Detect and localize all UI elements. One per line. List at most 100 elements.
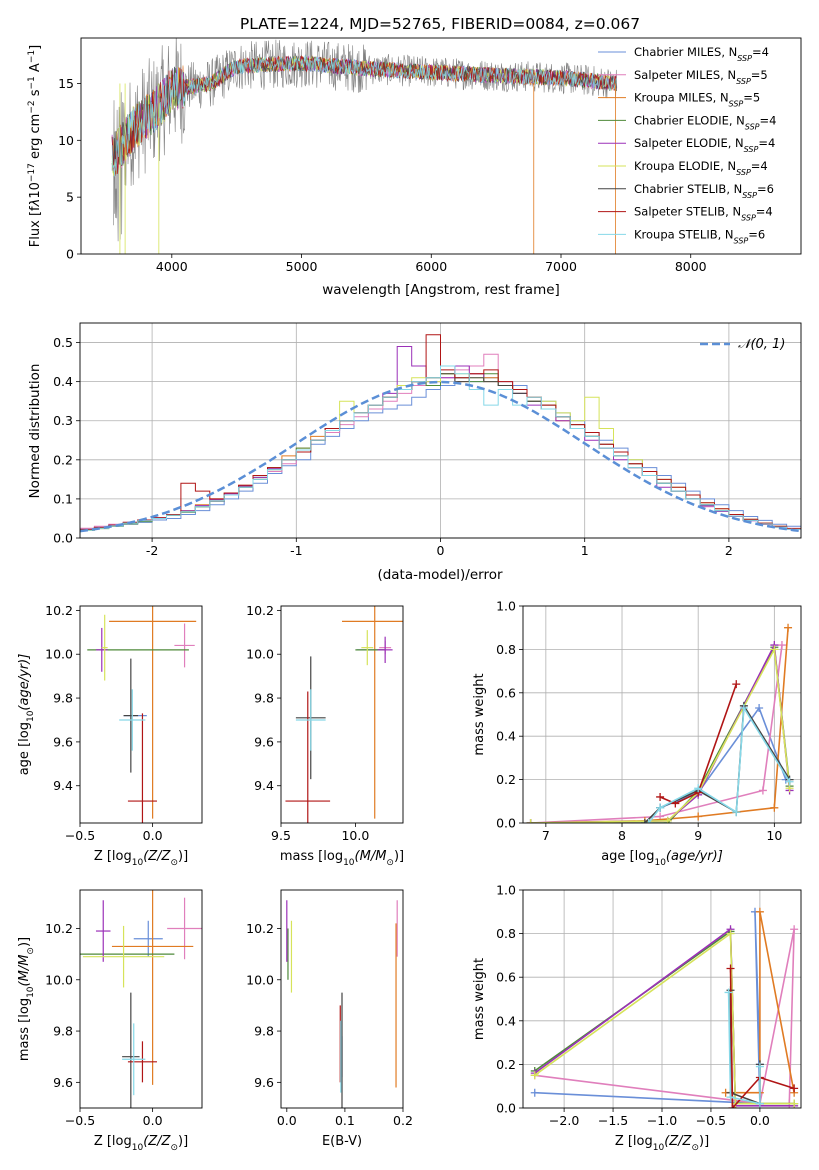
legend-label-part: Chabrier ELODIE, N: [634, 113, 745, 127]
weight-line: [659, 683, 738, 805]
x-tick-label: -1: [290, 543, 302, 558]
spectrum-model-line: [111, 54, 617, 177]
y-tick-label: 10: [58, 133, 74, 148]
y-tick-label: 0.3: [53, 413, 73, 428]
histogram-step: [80, 334, 801, 538]
y-axis-label-part: 10: [26, 986, 36, 998]
y-tick-label: 10.0: [45, 972, 73, 987]
legend-label: Salpeter MILES, NSSP=5: [634, 68, 768, 86]
x-axis-label: wavelength [Angstrom, rest frame]: [322, 282, 560, 298]
weight-line: [729, 968, 795, 1108]
legend-label-part: Chabrier MILES, N: [634, 45, 737, 59]
y-axis-label-part: −1: [27, 50, 37, 63]
legend-label-part: SSP: [737, 54, 752, 63]
y-axis-label-part: −1: [27, 76, 37, 89]
x-tick-label: 0.0: [143, 1113, 163, 1128]
x-tick-label: −0.5: [65, 828, 95, 843]
weight-marker: [644, 819, 653, 823]
x-axis-label: Z [log10(Z/Z⊙)]: [615, 1134, 709, 1153]
weight-marker: [755, 703, 764, 712]
y-tick-label: 10.0: [45, 647, 73, 662]
weight-line: [534, 932, 795, 1105]
y-tick-label: 0.6: [496, 970, 516, 985]
y-axis-label-part: s: [28, 89, 43, 100]
y-tick-label: 10.0: [246, 647, 274, 662]
weight-marker: [770, 645, 779, 654]
y-tick-label: 10.2: [45, 603, 73, 618]
spectrum-panel: 4000 5000 6000 7000 8000 0 5 10 15 Chabrier MILES…: [27, 37, 802, 298]
y-axis-label-part: A: [28, 63, 43, 76]
y-tick-label: 10.2: [246, 603, 274, 618]
y-axis-label-part: 10: [28, 182, 43, 199]
legend-label-part: Salpeter STELIB, N: [634, 205, 741, 219]
legend-label-part: SSP: [736, 76, 751, 85]
x-axis-label: E(B-V): [322, 1134, 362, 1149]
weight-marker: [755, 1062, 764, 1071]
y-tick-label: 1.0: [496, 599, 516, 614]
weight-marker: [777, 641, 786, 650]
weight-marker: [732, 680, 741, 689]
legend-label-part: SSP: [742, 190, 757, 199]
y-tick-label: 0.2: [496, 1057, 516, 1072]
x-axis-label-part: (M/M: [355, 849, 387, 864]
plot-area: [285, 606, 403, 823]
x-tick-label: −2.0: [549, 1113, 579, 1128]
weight-marker: [694, 812, 703, 821]
x-tick-label: 0.0: [750, 1113, 770, 1128]
weight-marker: [790, 925, 799, 934]
weight-line: [530, 644, 783, 823]
x-tick-label: 6000: [415, 259, 447, 274]
legend-label-part: =4: [752, 45, 769, 59]
y-tick-label: 0.0: [496, 1101, 516, 1116]
y-axis-label-part: λ: [28, 199, 43, 208]
weight-marker: [785, 777, 794, 786]
legend-label-part: Salpeter MILES, N: [634, 68, 736, 82]
legend-label-part: SSP: [745, 122, 760, 131]
y-axis-label-part: ⊙: [26, 947, 36, 955]
y-tick-label: 0.4: [496, 729, 516, 744]
y-tick-label: 0.2: [53, 452, 73, 467]
x-tick-label: 2: [725, 543, 733, 558]
x-axis-label-part: ⊙: [386, 858, 394, 868]
mass-vs-metallicity-panel: −0.5 0.09.69.810.010.2Z [log10(Z/Z⊙)]mass…: [17, 889, 203, 1153]
y-axis-label: Flux [fλ10−17 erg cm−2 s−1 A−1]: [27, 45, 43, 247]
y-axis-label: mass weight: [472, 958, 487, 1040]
axes-frame: [522, 605, 802, 824]
x-axis-label-part: mass [log: [280, 849, 343, 864]
x-tick-label: 0.1: [335, 1113, 355, 1128]
x-tick-label: 5000: [286, 259, 318, 274]
x-tick-label: 0.2: [393, 1113, 413, 1128]
y-axis-label-part: (age/yr)]: [17, 654, 32, 711]
x-axis-label-part: )]: [699, 1134, 709, 1149]
y-axis-label-part: (M/M: [17, 955, 32, 987]
legend-label: Salpeter ELODIE, NSSP=4: [634, 136, 775, 154]
y-axis-label-part: Flux [f: [28, 206, 43, 247]
y-tick-label: 0.8: [496, 926, 516, 941]
legend-label-part: SSP: [734, 236, 749, 245]
x-axis-label: Z [log10(Z/Z⊙)]: [94, 849, 188, 868]
x-axis-label-part: 10: [343, 858, 355, 868]
legend-label-part: =4: [760, 113, 777, 127]
legend-label: Salpeter STELIB, NSSP=4: [634, 205, 773, 223]
legend-label-part: =4: [751, 159, 768, 173]
x-axis-label-part: Z [log: [615, 1134, 653, 1149]
weight-line: [725, 911, 795, 1094]
y-tick-label: 9.4: [254, 778, 274, 793]
weight-marker: [739, 703, 748, 712]
plot-area: [80, 334, 801, 538]
x-axis-label-part: )]: [394, 849, 404, 864]
weight-marker: [640, 819, 649, 823]
y-axis-label: mass [log10(M/M⊙)]: [17, 937, 36, 1061]
x-axis-label-part: age [log: [601, 849, 654, 864]
x-axis-label-part: (age/yr)]: [666, 849, 723, 864]
weight-marker: [790, 1084, 799, 1093]
weight-marker: [726, 1093, 735, 1102]
weight-marker: [663, 816, 672, 823]
x-tick-label: 0.0: [143, 828, 163, 843]
weight-vs-metallicity-panel: −2.0 −1.5 −1.0 −0.5 0.0 0.0 0.2 0.4 0.6 0.8 1.0 Z […: [472, 883, 802, 1153]
x-tick-label: 10: [766, 828, 782, 843]
y-axis-label: age [log10(age/yr)]: [17, 654, 36, 776]
x-tick-label: 8: [618, 828, 626, 843]
x-axis-label-part: (Z/Z: [143, 849, 171, 864]
